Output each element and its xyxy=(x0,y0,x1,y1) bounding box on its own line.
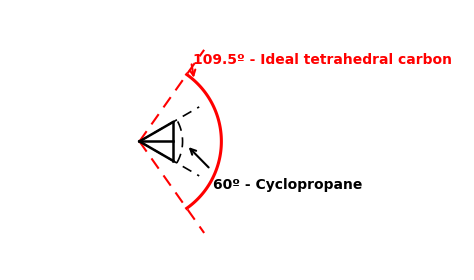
Text: 109.5º - Ideal tetrahedral carbon: 109.5º - Ideal tetrahedral carbon xyxy=(193,53,452,67)
Text: 60º - Cyclopropane: 60º - Cyclopropane xyxy=(213,178,362,192)
